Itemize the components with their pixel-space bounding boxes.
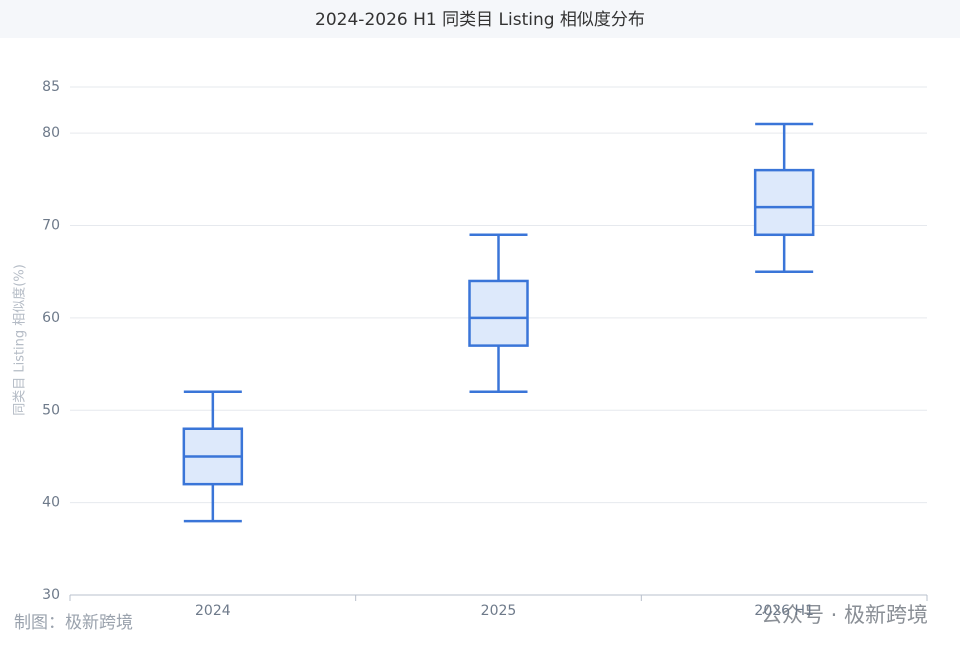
x-tick-label: 2024 — [195, 603, 231, 619]
y-tick-label: 50 — [42, 402, 60, 418]
y-tick-label: 85 — [42, 79, 60, 95]
box — [753, 168, 815, 237]
y-axis-label: 同类目 Listing 相似度(%) — [12, 264, 28, 416]
y-tick-label: 40 — [42, 495, 60, 511]
chart-title: 2024-2026 H1 同类目 Listing 相似度分布 — [315, 10, 645, 30]
source-note: 制图：极新跨境 — [14, 613, 133, 633]
title-bar — [0, 0, 960, 38]
x-tick-label: 2026 H1 — [754, 603, 814, 619]
watermark: 公众号 · 极新跨境 — [761, 603, 928, 627]
y-tick-label: 60 — [42, 310, 60, 326]
y-tick-label: 80 — [42, 125, 60, 141]
y-tick-label: 30 — [42, 587, 60, 603]
box — [468, 279, 529, 347]
x-tick-label: 2025 — [481, 603, 517, 619]
y-tick-label: 70 — [42, 218, 60, 234]
